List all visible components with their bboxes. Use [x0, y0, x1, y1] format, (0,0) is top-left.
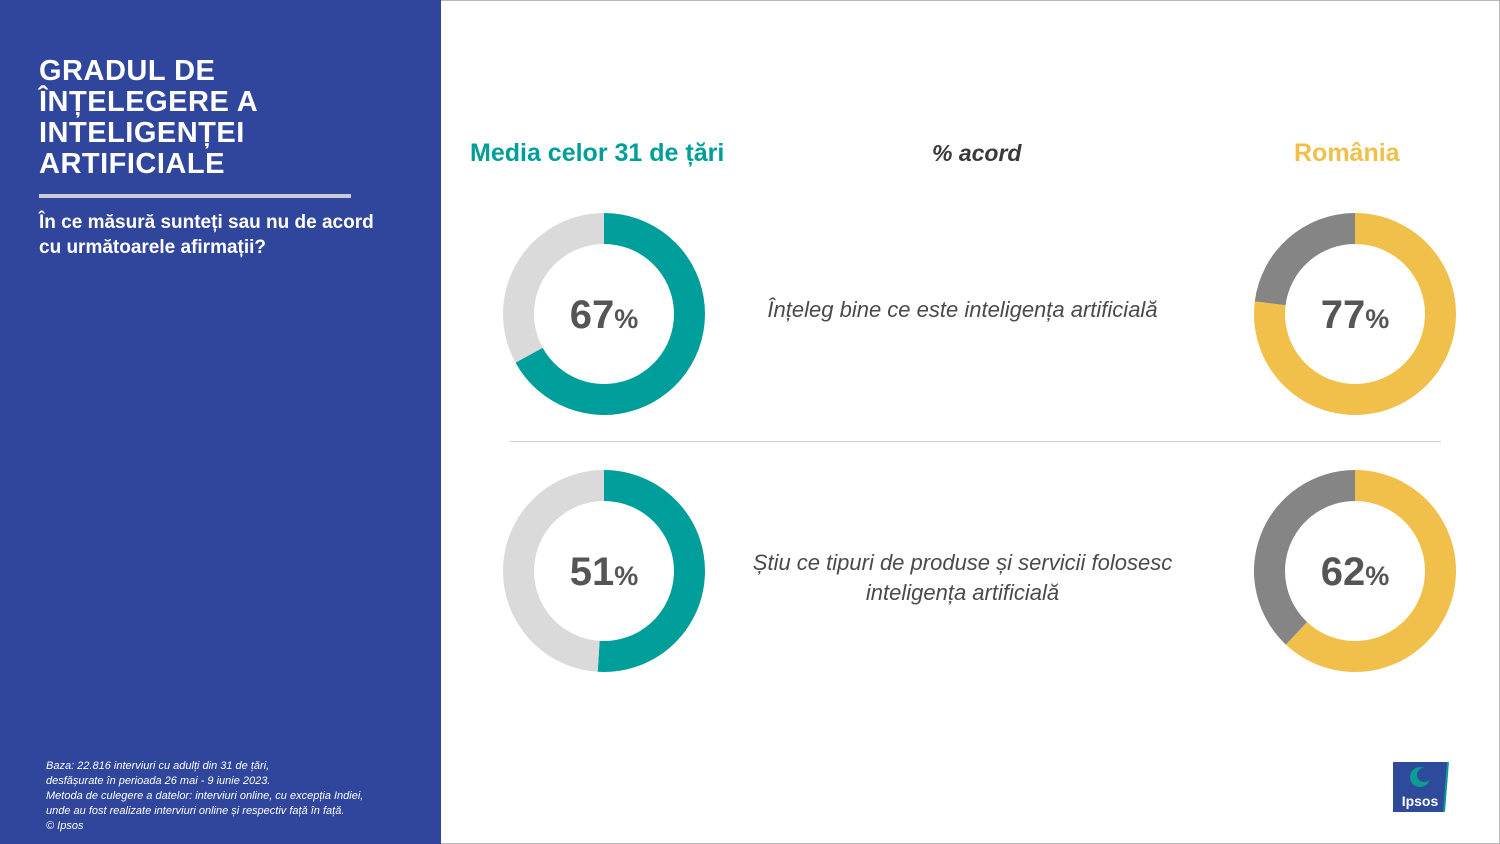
- title-underline: [39, 194, 351, 198]
- slide-question: În ce măsură sunteți sau nu de acord cu …: [39, 212, 374, 258]
- donut-romania-statement-1-rest-slice: [1254, 212, 1355, 306]
- statement-2: Știu ce tipuri de produse și servicii fo…: [752, 550, 1173, 605]
- footnote-copyright: © Ipsos: [46, 820, 84, 832]
- statement-1: Înțeleg bine ce este inteligența artific…: [767, 297, 1158, 322]
- donut-global-statement-2-value-label: 51%: [570, 550, 639, 594]
- row-divider: [510, 441, 1441, 442]
- donut-romania-statement-2-agree-slice: [1285, 470, 1456, 672]
- footnote-line: desfășurate în perioada 26 mai - 9 iunie…: [46, 775, 271, 787]
- donut-romania-statement-2-value-label: 62%: [1321, 550, 1390, 594]
- donut-romania-statement-2-rest-slice: [1254, 470, 1355, 645]
- logo-text: Ipsos: [1402, 793, 1439, 809]
- footnote: Baza: 22.816 interviuri cu adulți din 31…: [46, 759, 426, 834]
- header-global-average: Media celor 31 de țări: [470, 139, 725, 167]
- donut-romania-statement-1-value-label: 77%: [1321, 293, 1390, 337]
- header-agree-percent: % acord: [932, 140, 1022, 166]
- footnote-line: Metoda de culegere a datelor: interviuri…: [46, 790, 364, 802]
- donut-global-statement-2-rest-slice: [502, 470, 604, 672]
- sidebar-panel: GRADUL DE ÎNȚELEGERE A INTELIGENȚEI ARTI…: [0, 0, 441, 844]
- slide-title: GRADUL DE ÎNȚELEGERE A INTELIGENȚEI ARTI…: [39, 55, 258, 180]
- donut-global-statement-1-value-label: 67%: [570, 293, 639, 337]
- donut-global-statement-1-agree-slice: [515, 213, 705, 415]
- donut-global-statement-1-rest-slice: [502, 213, 604, 363]
- footnote-line: unde au fost realizate interviuri online…: [46, 805, 345, 817]
- ipsos-logo: Ipsos: [1393, 762, 1449, 812]
- header-romania: România: [1294, 139, 1400, 167]
- footnote-line: Baza: 22.816 interviuri cu adulți din 31…: [46, 760, 270, 772]
- donut-global-statement-2-agree-slice: [597, 470, 705, 672]
- donut-romania-statement-1-agree-slice: [1253, 213, 1456, 416]
